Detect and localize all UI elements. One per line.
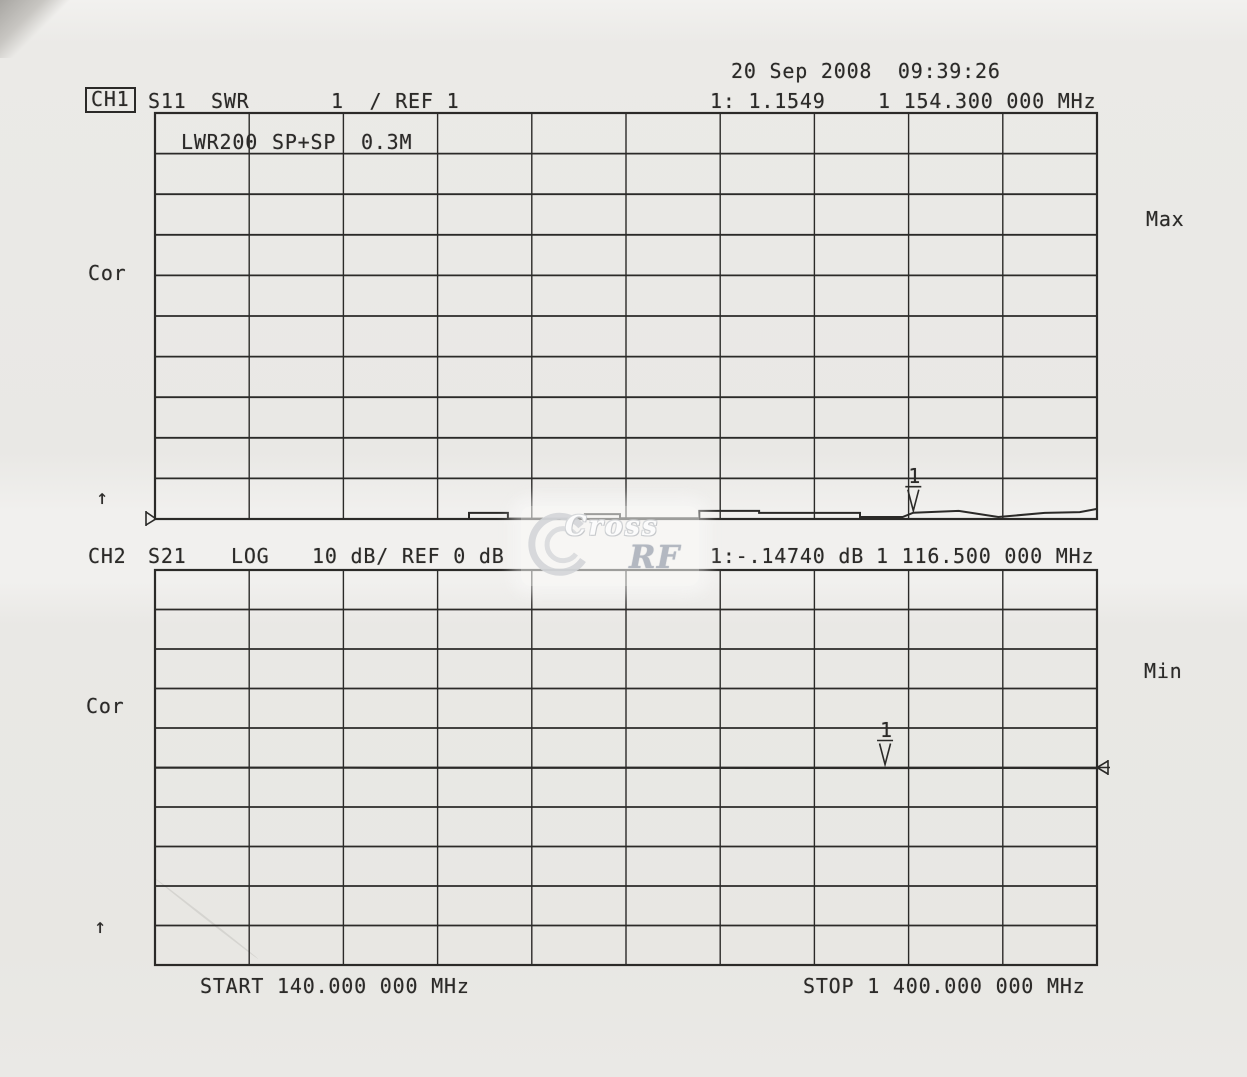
ch1-marker-frequency: 1 154.300 000 MHz <box>878 89 1097 113</box>
ch2-ref-position-icon <box>1095 760 1110 775</box>
ch1-sweep-arrow-icon: ↑ <box>96 485 109 509</box>
ch1-s-parameter: S11 <box>148 89 187 113</box>
start-frequency-label: START 140.000 000 MHz <box>200 974 470 998</box>
timestamp: 20 Sep 2008 09:39:26 <box>731 59 1001 83</box>
ch1-ref-position-icon <box>145 511 158 526</box>
device-annotation-part3: 0.3M <box>361 130 413 154</box>
ch1-scale-ref: 1 / REF 1 <box>331 89 460 113</box>
ch2-min-label: Min <box>1144 659 1183 683</box>
ch2-format: LOG <box>231 544 270 568</box>
watermark-word2: RF <box>629 538 681 576</box>
ch2-marker-label: 1 <box>880 717 893 742</box>
ch2-trace <box>154 766 1098 770</box>
ch1-correction-status: Cor <box>88 261 127 285</box>
scan-corner-artifact <box>0 0 78 58</box>
ch2-marker-readout: 1:-.14740 dB <box>710 544 865 568</box>
ch2-s-parameter: S21 <box>148 544 187 568</box>
device-annotation-part1: LWR200 <box>181 130 259 154</box>
ch1-marker-label: 1 <box>908 463 922 488</box>
ch1-trace <box>155 507 1098 520</box>
ch1-grid <box>153 111 1099 521</box>
watermark: Cross RF <box>521 506 699 586</box>
ch1-marker-icon <box>905 485 922 514</box>
ch1-max-label: Max <box>1146 207 1185 231</box>
stop-frequency-label: STOP 1 400.000 000 MHz <box>803 974 1086 998</box>
watermark-swirl-icon <box>528 512 586 576</box>
ch2-sweep-arrow-icon: ↑ <box>94 914 107 938</box>
ch1-format: SWR <box>211 89 250 113</box>
device-annotation-part2: SP+SP <box>272 130 337 154</box>
ch2-scale-ref: 10 dB/ REF 0 dB <box>312 544 505 568</box>
ch1-marker-readout: 1: 1.1549 <box>710 89 826 113</box>
ch2-channel-label: CH2 <box>88 544 127 568</box>
ch2-correction-status: Cor <box>86 694 125 718</box>
watermark-word1: Cross <box>565 511 660 542</box>
ch1-active-channel-badge: CH1 <box>85 87 136 113</box>
ch2-marker-frequency: 1 116.500 000 MHz <box>876 544 1095 568</box>
ch2-marker-icon <box>877 739 894 768</box>
